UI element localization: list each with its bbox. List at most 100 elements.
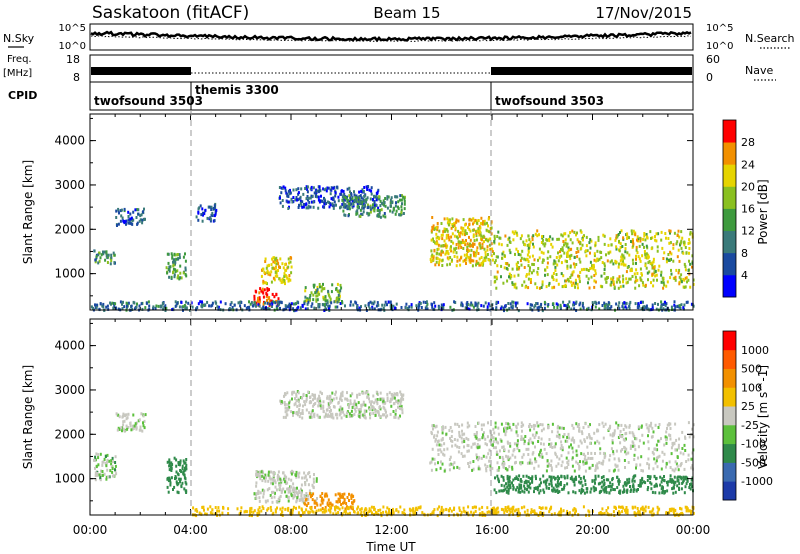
power-cell [332,196,335,200]
velocity-cell [277,498,280,501]
power-cell [161,301,164,305]
velocity-cell [461,433,464,437]
velocity-cell [527,447,530,451]
velocity-cell [660,487,663,491]
power-cell [357,200,360,204]
power-cell [431,225,434,229]
power-cell [538,305,541,309]
power-cell [359,215,362,218]
power-cell [493,234,496,238]
power-cell [656,249,659,253]
power-cell [425,300,428,304]
power-cell [336,289,339,293]
velocity-cell [322,410,325,413]
velocity-cell [579,477,582,480]
velocity-cell [94,478,97,482]
power-cell [571,229,574,233]
velocity-cell [311,498,314,502]
velocity-cell [508,478,511,482]
velocity-cell [340,503,343,506]
velocity-cell [542,511,545,515]
power-cell [638,284,641,288]
power-cell [380,201,383,205]
power-cell [477,301,480,305]
velocity-cell [692,511,695,515]
velocity-cell [560,507,562,511]
velocity-cell [617,468,620,472]
power-cell [516,261,519,265]
power-cell [165,266,168,270]
velocity-cell [516,443,519,447]
power-cell [493,237,496,241]
power-cell [359,208,362,212]
velocity-cell [562,435,565,439]
velocity-cell [544,479,547,483]
power-cell [485,228,488,232]
power-cell [315,294,318,298]
power-cell [569,231,572,235]
power-cell [571,271,574,275]
power-cell [291,200,294,204]
velocity-cell [486,465,489,468]
power-cell [283,278,285,282]
power-cell [125,301,128,305]
power-cell [310,304,313,308]
velocity-cell [473,442,476,446]
power-cell [502,250,505,254]
velocity-cell [600,461,603,465]
velocity-cell [395,408,397,412]
power-cell [607,243,610,247]
power-cell [370,192,373,196]
power-cell [646,254,649,258]
power-cell [573,265,576,269]
power-cell [636,272,639,275]
power-cell [476,229,479,233]
velocity-cell [307,501,310,505]
power-cell [450,235,453,239]
power-cell [358,202,361,206]
power-cell [524,243,527,247]
velocity-cell [294,402,297,405]
power-cell [326,301,329,305]
velocity-cell [372,411,375,415]
power-cell [383,201,386,204]
velocity-cell [169,478,172,482]
velocity-cell [376,398,379,401]
velocity-cell [573,440,576,444]
velocity-cell [516,514,519,518]
velocity-cell [456,512,459,516]
power-cell [210,213,213,217]
power-cell [239,304,242,308]
power-cell [553,259,556,263]
power-cell [210,304,213,308]
velocity-cell [264,479,267,483]
power-cell [527,260,530,264]
power-cell [527,250,530,254]
velocity-cell [692,435,695,439]
power-cell [457,246,460,250]
power-cell [277,269,279,272]
power-cell [100,253,103,257]
velocity-cell [384,401,386,405]
power-cell [529,266,531,270]
velocity-cell [441,437,444,440]
velocity-cell [556,455,559,459]
power-cell [127,218,130,222]
power-cell [346,198,349,202]
velocity-cell [304,483,307,487]
velocity-cell [623,490,626,494]
velocity-cell [467,462,470,465]
power-cell [676,240,679,244]
power-cell [585,267,588,271]
velocity-cell [652,507,655,511]
velocity-cell [460,452,463,456]
velocity-cell [324,492,327,496]
velocity-cell [436,440,439,444]
velocity-cell [541,455,544,459]
power-cell [467,256,470,259]
power-cell [437,243,440,247]
velocity-cell [672,491,675,495]
power-cell [449,247,452,251]
velocity-cell [671,507,673,511]
velocity-cell [120,426,123,430]
